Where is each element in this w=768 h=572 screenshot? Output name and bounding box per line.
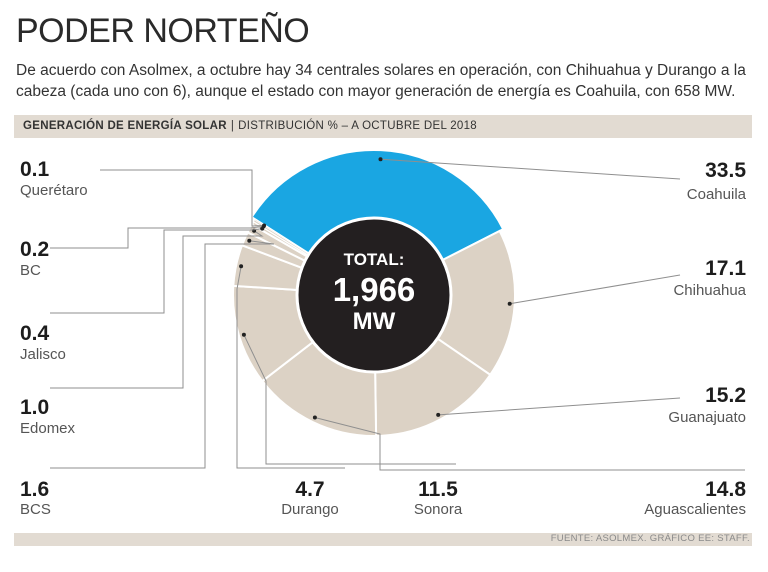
page-subtitle: De acuerdo con Asolmex, a octubre hay 34… xyxy=(16,62,746,100)
chart-title: GENERACIÓN DE ENERGÍA SOLAR xyxy=(23,120,227,132)
donut-center xyxy=(295,216,453,374)
name-label-sonora: Sonora xyxy=(413,501,463,518)
leader-dot-bcs xyxy=(247,238,252,243)
name-label-coahuila: Coahuila xyxy=(686,186,746,203)
total-value: 1,966 xyxy=(332,271,416,308)
value-label-durango: 4.7 xyxy=(295,478,325,501)
name-label-edomex: Edomex xyxy=(20,420,76,437)
value-label-sonora: 11.5 xyxy=(418,478,458,501)
value-label-bc: 0.2 xyxy=(20,238,50,261)
value-label-coahuila: 33.5 xyxy=(705,159,746,182)
value-label-edomex: 1.0 xyxy=(20,396,50,419)
leader-dot-chihuahua xyxy=(507,301,512,306)
leader-dot-durango xyxy=(239,264,244,269)
leader-line-jalisco xyxy=(50,228,263,314)
name-label-guanajuato: Guanajuato xyxy=(668,409,746,426)
chart-subtitle: DISTRIBUCIÓN % – A OCTUBRE DEL 2018 xyxy=(238,120,478,132)
name-label-aguascalientes: Aguascalientes xyxy=(644,501,746,518)
chart-header-band: GENERACIÓN DE ENERGÍA SOLAR | DISTRIBUCIÓN… xyxy=(14,115,752,138)
leader-line-bc xyxy=(50,226,264,249)
leader-line-bcs xyxy=(50,240,275,469)
name-label-bcs: BCS xyxy=(20,501,51,518)
leader-line-coahuila xyxy=(380,158,681,180)
value-label-aguascalientes: 14.8 xyxy=(705,478,746,501)
leader-line-queretaro xyxy=(100,169,265,227)
leader-line-edomex xyxy=(50,230,264,389)
page-title: PODER NORTEÑO xyxy=(16,12,310,50)
leader-dot-guanajuato xyxy=(436,412,441,417)
leader-dot-coahuila xyxy=(378,157,383,162)
chart-title-separator: | xyxy=(230,120,235,132)
value-label-bcs: 1.6 xyxy=(20,478,50,501)
leader-dot-queretaro xyxy=(262,223,267,228)
source-note: FUENTE: ASOLMEX. GRÁFICO EE: STAFF. xyxy=(550,533,750,544)
leader-line-aguascalientes xyxy=(314,417,745,471)
value-label-chihuahua: 17.1 xyxy=(705,257,746,280)
leader-dot-aguascalientes xyxy=(312,415,317,420)
leader-dot-sonora xyxy=(241,332,246,337)
name-label-bc: BC xyxy=(20,262,41,279)
value-label-jalisco: 0.4 xyxy=(20,322,50,345)
name-label-chihuahua: Chihuahua xyxy=(673,282,746,299)
total-unit: MW xyxy=(352,308,396,335)
name-label-jalisco: Jalisco xyxy=(20,346,66,363)
total-label: TOTAL: 1,966 MW xyxy=(304,250,444,336)
footer-band xyxy=(14,533,752,546)
name-label-durango: Durango xyxy=(281,501,339,518)
name-label-queretaro: Querétaro xyxy=(20,182,88,199)
leader-line-guanajuato xyxy=(438,397,681,416)
value-label-queretaro: 0.1 xyxy=(20,158,50,181)
leader-line-durango xyxy=(236,266,345,469)
leader-line-sonora xyxy=(243,334,456,465)
leader-line-chihuahua xyxy=(509,274,681,305)
total-caption: TOTAL: xyxy=(343,250,405,269)
value-label-guanajuato: 15.2 xyxy=(705,384,746,407)
